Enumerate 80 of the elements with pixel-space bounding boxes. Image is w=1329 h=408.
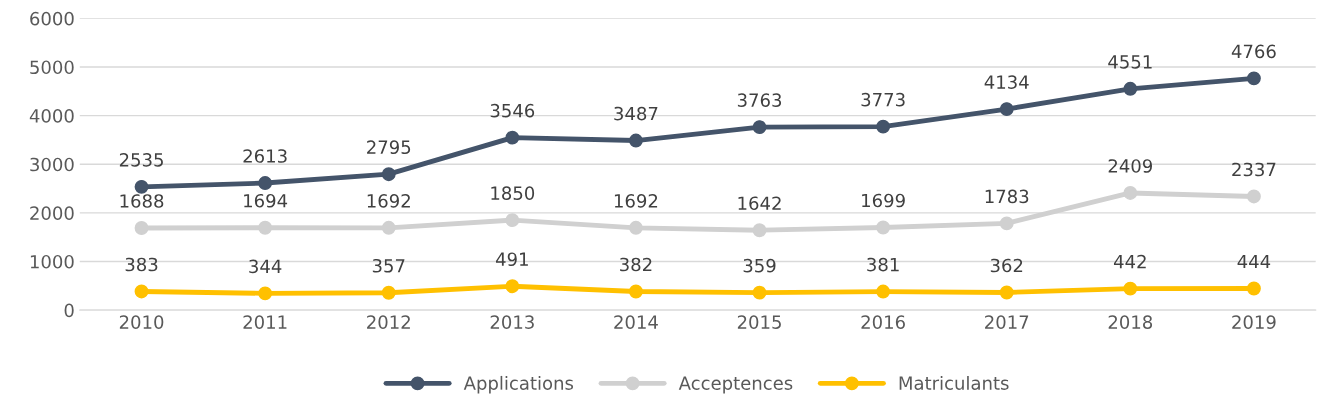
point bbox=[1123, 186, 1138, 200]
data-label: 362 bbox=[990, 258, 1023, 273]
x-tick-label: 2014 bbox=[614, 315, 658, 329]
data-label: 1783 bbox=[985, 189, 1029, 204]
point bbox=[752, 120, 767, 135]
point bbox=[381, 285, 396, 300]
data-label: 383 bbox=[125, 257, 158, 272]
point bbox=[381, 167, 396, 182]
point bbox=[876, 220, 891, 235]
point bbox=[752, 285, 767, 300]
data-label: 4766 bbox=[1231, 44, 1276, 59]
y-tick-label: 6000 bbox=[30, 11, 74, 26]
legend-label: Acceptences bbox=[678, 376, 793, 394]
data-label: 1642 bbox=[738, 196, 781, 211]
point bbox=[1246, 281, 1261, 296]
point bbox=[258, 176, 273, 190]
data-label: 1692 bbox=[614, 193, 658, 208]
x-tick-label: 2019 bbox=[1232, 315, 1276, 329]
point bbox=[505, 279, 520, 294]
data-label: 3487 bbox=[614, 106, 658, 121]
point bbox=[999, 216, 1014, 231]
x-tick-label: 2011 bbox=[243, 315, 287, 329]
point bbox=[1246, 189, 1261, 204]
point bbox=[999, 102, 1014, 117]
point bbox=[134, 221, 149, 235]
data-label: 1694 bbox=[244, 193, 288, 208]
x-tick-label: 2010 bbox=[119, 315, 164, 329]
point bbox=[999, 285, 1014, 300]
data-label: 357 bbox=[372, 258, 405, 273]
point bbox=[876, 119, 891, 134]
point bbox=[258, 286, 273, 301]
y-tick-label: 2000 bbox=[30, 206, 74, 220]
data-label: 3773 bbox=[861, 92, 905, 107]
data-label: 3763 bbox=[737, 93, 782, 107]
x-tick-label: 2015 bbox=[737, 315, 781, 329]
point bbox=[134, 284, 149, 299]
point bbox=[628, 284, 643, 299]
x-tick-label: 2012 bbox=[367, 315, 410, 329]
data-label: 444 bbox=[1237, 254, 1271, 269]
x-tick-label: 2018 bbox=[1108, 315, 1153, 329]
data-label: 3546 bbox=[490, 103, 535, 118]
x-tick-label: 2016 bbox=[861, 315, 905, 329]
point bbox=[381, 220, 396, 235]
data-label: 2337 bbox=[1232, 162, 1276, 177]
x-tick-label: 2013 bbox=[490, 315, 534, 329]
point bbox=[1246, 71, 1261, 86]
data-label: 4551 bbox=[1108, 55, 1152, 69]
point bbox=[1123, 281, 1138, 296]
data-label: 1688 bbox=[120, 194, 164, 208]
legend-label: Matriculants bbox=[899, 375, 1009, 390]
data-label: 2535 bbox=[119, 153, 163, 167]
data-label: 442 bbox=[1113, 254, 1146, 269]
y-tick-label: 4000 bbox=[29, 109, 74, 123]
point bbox=[505, 213, 520, 228]
point bbox=[628, 220, 643, 235]
point bbox=[1123, 81, 1138, 96]
point bbox=[628, 133, 643, 148]
data-label: 1850 bbox=[491, 186, 535, 200]
data-label: 2795 bbox=[367, 140, 411, 155]
y-tick-label: 1000 bbox=[30, 254, 74, 269]
data-label: 382 bbox=[620, 257, 652, 272]
data-label: 359 bbox=[743, 258, 776, 273]
y-tick-label: 0 bbox=[64, 303, 74, 318]
data-label: 1699 bbox=[862, 193, 905, 208]
y-tick-label: 5000 bbox=[30, 60, 74, 75]
data-label: 2409 bbox=[1108, 159, 1153, 173]
data-label: 1692 bbox=[367, 193, 410, 208]
data-label: 344 bbox=[249, 259, 282, 274]
point bbox=[505, 130, 520, 145]
x-tick-label: 2017 bbox=[985, 315, 1029, 329]
data-label: 2613 bbox=[243, 149, 287, 163]
point bbox=[876, 284, 891, 299]
data-label: 381 bbox=[867, 257, 899, 272]
y-tick-label: 3000 bbox=[30, 157, 74, 172]
legend-label: Applications bbox=[463, 375, 574, 394]
data-label: 4134 bbox=[984, 75, 1029, 89]
data-label: 491 bbox=[495, 252, 528, 267]
point bbox=[752, 223, 767, 238]
point bbox=[134, 179, 149, 194]
point bbox=[258, 220, 273, 235]
